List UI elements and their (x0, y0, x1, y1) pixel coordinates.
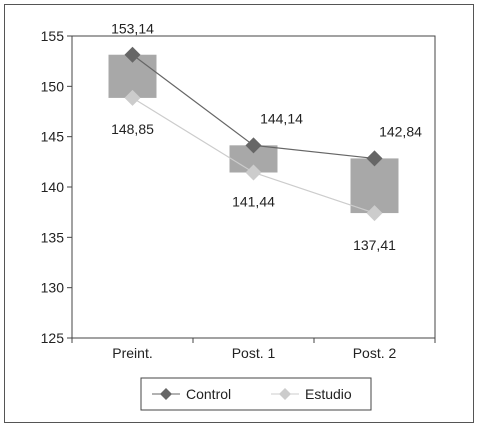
x-tick-label: Preint. (112, 345, 152, 361)
data-labels: 153,14 144,14 142,84 148,85 141,44 137,41 (111, 21, 422, 253)
x-axis: Preint. Post. 1 Post. 2 (71, 338, 436, 361)
y-tick-label: 145 (41, 129, 65, 145)
legend-label-control: Control (186, 386, 231, 402)
legend-label-estudio: Estudio (305, 386, 352, 402)
data-point-control (366, 150, 383, 167)
data-label-estudio: 148,85 (111, 121, 154, 137)
range-box (350, 158, 399, 214)
legend-estudio-diamond-icon (279, 388, 291, 400)
legend-control-diamond-icon (160, 388, 172, 400)
y-tick-label: 150 (41, 78, 65, 94)
y-axis: 125 130 135 140 145 150 155 (41, 28, 72, 346)
data-point-estudio (366, 205, 383, 222)
y-tick-label: 125 (41, 330, 65, 346)
data-point-control (124, 46, 141, 63)
data-label-control: 153,14 (111, 21, 154, 37)
data-label-estudio: 137,41 (353, 237, 396, 253)
y-tick-label: 135 (41, 229, 65, 245)
data-point-estudio (124, 89, 141, 106)
y-tick-label: 140 (41, 179, 65, 195)
y-tick-label: 155 (41, 28, 65, 44)
y-tick-label: 130 (41, 280, 65, 296)
data-label-control: 142,84 (379, 123, 422, 139)
legend: Control Estudio (140, 377, 372, 411)
data-point-control (245, 137, 262, 154)
data-label-estudio: 141,44 (232, 194, 275, 210)
data-point-estudio (245, 164, 262, 181)
x-tick-label: Post. 2 (353, 345, 397, 361)
x-tick-label: Post. 1 (232, 345, 276, 361)
chart-frame (4, 4, 474, 423)
series-markers (124, 46, 383, 222)
data-label-control: 144,14 (260, 110, 303, 126)
series-lines (132, 54, 375, 214)
